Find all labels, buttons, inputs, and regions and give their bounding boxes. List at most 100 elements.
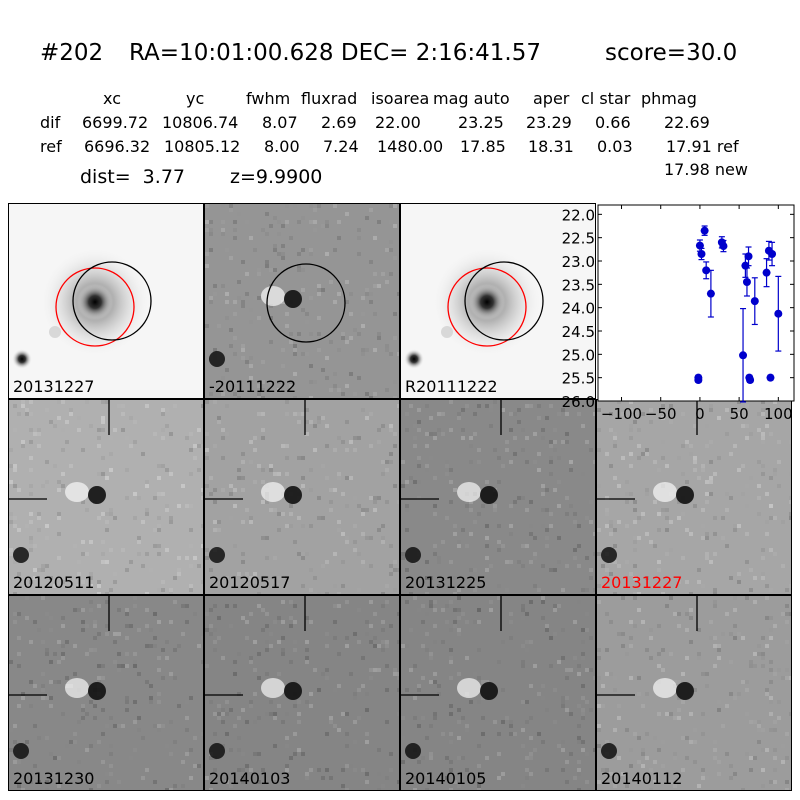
column-header: fluxrad (301, 89, 358, 108)
stamp-image (597, 596, 791, 790)
image-stamp: 20131225 (400, 399, 596, 595)
stamp-date-label: 20120511 (13, 573, 95, 592)
y-tick-label: 24.0 (562, 300, 595, 318)
data-point (700, 225, 709, 236)
table-cell: 8.00 (264, 137, 300, 156)
x-tick-label: 100 (764, 405, 793, 423)
stamp-date-label: R20111222 (405, 377, 498, 396)
stamp-image (597, 400, 791, 594)
data-point (706, 269, 715, 318)
data-point (746, 376, 755, 384)
data-point (694, 373, 703, 382)
image-stamp: 20120511 (8, 399, 204, 595)
stamp-image (401, 400, 595, 594)
stamp-date-label: 20140105 (405, 769, 487, 788)
table-cell: 2.69 (321, 113, 357, 132)
candidate-score: score=30.0 (605, 40, 738, 66)
x-tick-label: −50 (645, 405, 677, 423)
row-label-ref: ref (40, 137, 62, 156)
table-cell: 0.66 (595, 113, 631, 132)
row-label-dif: dif (40, 113, 61, 132)
stamp-date-label: 20120517 (209, 573, 291, 592)
column-header: isoarea (371, 89, 430, 108)
stamp-image (205, 204, 399, 398)
column-header: xc (103, 89, 121, 108)
new-phmag: 17.98 new (664, 160, 748, 179)
stamp-grid: 20131227 -20111222 R20111222 20120511 201205… (8, 203, 794, 793)
column-header: phmag (641, 89, 697, 108)
image-stamp: 20131230 (8, 595, 204, 791)
table-cell: 10806.74 (162, 113, 239, 132)
table-cell: 23.29 (526, 113, 572, 132)
image-stamp: 20140103 (204, 595, 400, 791)
light-curve-svg: 22.0 22.5 23.0 23.5 24.0 24.5 25.0 25.5 26.0 −100… (562, 204, 795, 423)
stamp-image (205, 596, 399, 790)
redshift-value: z=9.9900 (230, 166, 323, 188)
table-cell: 0.03 (597, 137, 633, 156)
image-stamp: R20111222 (400, 203, 596, 399)
candidate-coordinates: RA=10:01:00.628 DEC= 2:16:41.57 (129, 40, 542, 66)
image-stamp: -20111222 (204, 203, 400, 399)
stamp-image (9, 596, 203, 790)
data-point (744, 246, 753, 267)
column-header: cl star (581, 89, 631, 108)
column-header: aper (533, 89, 570, 108)
x-tick-label: −100 (601, 405, 642, 423)
data-point (697, 247, 706, 261)
table-cell: 18.31 (528, 137, 574, 156)
data-point (766, 373, 775, 382)
data-point (702, 261, 711, 280)
stamp-date-label: -20111222 (209, 377, 297, 396)
stamp-date-label: 20131225 (405, 573, 487, 592)
stamp-image (9, 400, 203, 594)
stamp-image (401, 204, 595, 398)
table-cell: 8.07 (262, 113, 298, 132)
stamp-date-label: 20131227 (13, 377, 95, 396)
column-header: mag auto (433, 89, 510, 108)
stamp-date-label: 20140112 (601, 769, 683, 788)
y-tick-label: 25.5 (562, 370, 595, 388)
candidate-id: #202 (40, 40, 104, 66)
data-point (768, 241, 777, 267)
y-tick-label: 26.0 (562, 393, 595, 411)
y-tick-label: 23.0 (562, 253, 595, 271)
dist-value: dist= 3.77 (80, 166, 185, 188)
table-cell: 22.00 (375, 113, 421, 132)
stamp-image (401, 596, 595, 790)
data-point (750, 277, 759, 326)
y-tick-label: 22.0 (562, 206, 595, 224)
stamp-date-label: 20131230 (13, 769, 95, 788)
table-cell: 6699.72 (82, 113, 149, 132)
data-point (719, 239, 728, 253)
data-point (742, 267, 751, 297)
plot-frame (597, 204, 795, 402)
image-stamp: 20140105 (400, 595, 596, 791)
data-point (774, 275, 783, 352)
column-header: fwhm (246, 89, 291, 108)
column-header: yc (186, 89, 205, 108)
image-stamp: 20131227 (8, 203, 204, 399)
stamp-date-label: 20131227 (601, 573, 683, 592)
y-tick-label: 23.5 (562, 276, 595, 294)
table-cell: 10805.12 (164, 137, 241, 156)
x-tick-label: 0 (695, 405, 705, 423)
stamp-image (9, 204, 203, 398)
y-tick-label: 24.5 (562, 323, 595, 341)
image-stamp: 20120517 (204, 399, 400, 595)
table-cell: 17.85 (460, 137, 506, 156)
data-point (739, 307, 748, 403)
table-cell: 23.25 (458, 113, 504, 132)
x-tick-label: 50 (730, 405, 749, 423)
table-cell: 22.69 (664, 113, 710, 132)
table-cell: 1480.00 (377, 137, 444, 156)
y-tick-label: 25.0 (562, 346, 595, 364)
table-cell: 7.24 (323, 137, 359, 156)
table-cell: 6696.32 (84, 137, 151, 156)
stamp-date-label: 20140103 (209, 769, 291, 788)
light-curve-plot: 22.0 22.5 23.0 23.5 24.0 24.5 25.0 25.5 26.0 −100… (562, 204, 795, 423)
stamp-image (205, 400, 399, 594)
image-stamp: 20140112 (596, 595, 792, 791)
y-tick-label: 22.5 (562, 230, 595, 248)
image-stamp: 20131227 (596, 399, 792, 595)
table-cell: 17.91 ref (666, 137, 739, 156)
